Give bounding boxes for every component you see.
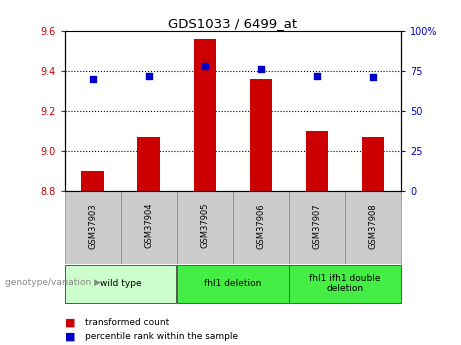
Bar: [233, 190, 289, 264]
Text: GSM37905: GSM37905: [200, 203, 209, 248]
Point: [257, 67, 265, 72]
Point: [313, 73, 321, 78]
Text: wild type: wild type: [100, 279, 142, 288]
Bar: [121, 190, 177, 264]
Bar: [82, 171, 104, 190]
Point: [201, 63, 208, 69]
Bar: [345, 190, 401, 264]
Text: GSM37903: GSM37903: [88, 203, 97, 248]
Bar: [194, 39, 216, 190]
Bar: [177, 265, 289, 303]
Bar: [65, 265, 177, 303]
Text: genotype/variation ▶: genotype/variation ▶: [5, 278, 100, 287]
Bar: [289, 190, 345, 264]
Text: ■: ■: [65, 318, 78, 327]
Text: GSM37907: GSM37907: [313, 203, 321, 248]
Text: fhl1 ifh1 double
deletion: fhl1 ifh1 double deletion: [309, 274, 381, 293]
Text: GSM37904: GSM37904: [144, 203, 153, 248]
Bar: [137, 137, 160, 190]
Text: GSM37906: GSM37906: [256, 203, 266, 248]
Bar: [362, 137, 384, 190]
Text: transformed count: transformed count: [85, 318, 170, 327]
Bar: [250, 79, 272, 190]
Text: fhl1 deletion: fhl1 deletion: [204, 279, 261, 288]
Text: GSM37908: GSM37908: [368, 203, 378, 248]
Point: [145, 73, 152, 78]
Bar: [306, 131, 328, 190]
Title: GDS1033 / 6499_at: GDS1033 / 6499_at: [168, 17, 297, 30]
Text: ■: ■: [65, 332, 78, 341]
Point: [369, 75, 377, 80]
Point: [89, 76, 96, 82]
Bar: [65, 190, 121, 264]
Bar: [289, 265, 401, 303]
Text: percentile rank within the sample: percentile rank within the sample: [85, 332, 238, 341]
Bar: [177, 190, 233, 264]
